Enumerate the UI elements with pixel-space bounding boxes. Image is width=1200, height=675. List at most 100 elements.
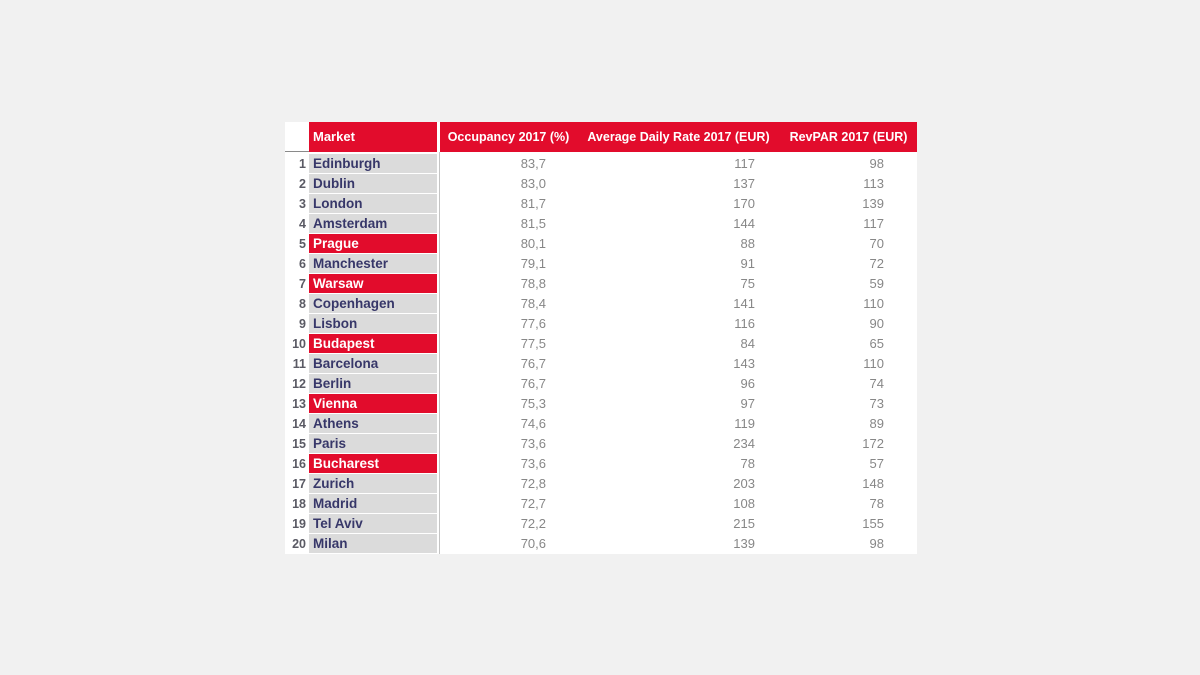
table-row: 19 Tel Aviv 72,2 215 155 (285, 514, 917, 534)
rank-cell: 2 (285, 174, 309, 194)
occupancy-cell: 70,6 (440, 534, 577, 554)
adr-cell: 141 (577, 294, 780, 314)
rank-cell: 12 (285, 374, 309, 394)
adr-cell: 96 (577, 374, 780, 394)
market-cell: Madrid (309, 494, 437, 514)
occupancy-column-header: Occupancy 2017 (%) (440, 122, 577, 152)
column-divider (437, 514, 440, 534)
rank-cell: 11 (285, 354, 309, 374)
column-divider (437, 234, 440, 254)
column-divider (437, 374, 440, 394)
market-cell: London (309, 194, 437, 214)
column-divider (437, 314, 440, 334)
column-divider (437, 414, 440, 434)
rank-cell: 6 (285, 254, 309, 274)
market-cell: Milan (309, 534, 437, 554)
occupancy-cell: 73,6 (440, 434, 577, 454)
occupancy-cell: 83,0 (440, 174, 577, 194)
adr-cell: 234 (577, 434, 780, 454)
column-divider (437, 154, 440, 174)
occupancy-cell: 76,7 (440, 354, 577, 374)
header-body-gap (285, 152, 917, 154)
occupancy-cell: 74,6 (440, 414, 577, 434)
revpar-cell: 57 (780, 454, 917, 474)
revpar-cell: 117 (780, 214, 917, 234)
adr-cell: 117 (577, 154, 780, 174)
rank-cell: 17 (285, 474, 309, 494)
rank-cell: 18 (285, 494, 309, 514)
table-row: 5 Prague 80,1 88 70 (285, 234, 917, 254)
adr-cell: 119 (577, 414, 780, 434)
revpar-cell: 74 (780, 374, 917, 394)
occupancy-cell: 80,1 (440, 234, 577, 254)
revpar-cell: 110 (780, 294, 917, 314)
market-data-gridline (439, 152, 440, 554)
revpar-cell: 155 (780, 514, 917, 534)
occupancy-cell: 72,8 (440, 474, 577, 494)
column-divider (437, 434, 440, 454)
table-row: 14 Athens 74,6 119 89 (285, 414, 917, 434)
adr-cell: 170 (577, 194, 780, 214)
table-row: 6 Manchester 79,1 91 72 (285, 254, 917, 274)
market-cell: Barcelona (309, 354, 437, 374)
table-row: 4 Amsterdam 81,5 144 117 (285, 214, 917, 234)
adr-cell: 116 (577, 314, 780, 334)
table-row: 16 Bucharest 73,6 78 57 (285, 454, 917, 474)
market-cell: Zurich (309, 474, 437, 494)
revpar-cell: 110 (780, 354, 917, 374)
adr-cell: 97 (577, 394, 780, 414)
table-row: 11 Barcelona 76,7 143 110 (285, 354, 917, 374)
table-row: 15 Paris 73,6 234 172 (285, 434, 917, 454)
occupancy-cell: 78,4 (440, 294, 577, 314)
market-cell: Prague (309, 234, 437, 254)
rank-cell: 19 (285, 514, 309, 534)
rank-cell: 20 (285, 534, 309, 554)
occupancy-cell: 73,6 (440, 454, 577, 474)
revpar-cell: 59 (780, 274, 917, 294)
column-divider (437, 294, 440, 314)
table-row: 18 Madrid 72,7 108 78 (285, 494, 917, 514)
occupancy-cell: 78,8 (440, 274, 577, 294)
table-body: 1 Edinburgh 83,7 117 98 2 Dublin 83,0 13… (285, 154, 917, 554)
table-row: 1 Edinburgh 83,7 117 98 (285, 154, 917, 174)
revpar-cell: 72 (780, 254, 917, 274)
adr-cell: 215 (577, 514, 780, 534)
table-row: 8 Copenhagen 78,4 141 110 (285, 294, 917, 314)
column-divider (437, 274, 440, 294)
occupancy-cell: 75,3 (440, 394, 577, 414)
market-cell: Vienna (309, 394, 437, 414)
column-divider (437, 494, 440, 514)
table-row: 3 London 81,7 170 139 (285, 194, 917, 214)
column-divider (437, 454, 440, 474)
market-column-header: Market (309, 122, 437, 152)
table-row: 12 Berlin 76,7 96 74 (285, 374, 917, 394)
rank-cell: 9 (285, 314, 309, 334)
adr-cell: 75 (577, 274, 780, 294)
rank-cell: 15 (285, 434, 309, 454)
rank-cell: 1 (285, 154, 309, 174)
revpar-cell: 65 (780, 334, 917, 354)
market-cell: Manchester (309, 254, 437, 274)
column-divider (437, 534, 440, 554)
table-row: 7 Warsaw 78,8 75 59 (285, 274, 917, 294)
table-row: 20 Milan 70,6 139 98 (285, 534, 917, 554)
market-cell: Bucharest (309, 454, 437, 474)
revpar-column-header: RevPAR 2017 (EUR) (780, 122, 917, 152)
column-divider (437, 254, 440, 274)
market-cell: Copenhagen (309, 294, 437, 314)
occupancy-cell: 77,6 (440, 314, 577, 334)
market-table: Market Occupancy 2017 (%) Average Daily … (285, 122, 917, 554)
revpar-cell: 172 (780, 434, 917, 454)
adr-cell: 84 (577, 334, 780, 354)
rank-cell: 7 (285, 274, 309, 294)
rank-cell: 3 (285, 194, 309, 214)
revpar-cell: 113 (780, 174, 917, 194)
rank-cell: 10 (285, 334, 309, 354)
occupancy-cell: 81,5 (440, 214, 577, 234)
column-divider (437, 394, 440, 414)
table-row: 9 Lisbon 77,6 116 90 (285, 314, 917, 334)
rank-column-header (285, 122, 309, 152)
occupancy-cell: 83,7 (440, 154, 577, 174)
occupancy-cell: 79,1 (440, 254, 577, 274)
adr-cell: 91 (577, 254, 780, 274)
